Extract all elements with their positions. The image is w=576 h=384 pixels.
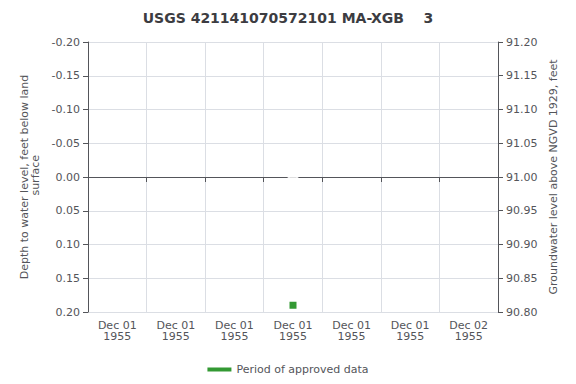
svg-text:0.00: 0.00 [56, 171, 81, 184]
svg-text:Depth to water level, feet bel: Depth to water level, feet below land [17, 74, 31, 280]
svg-text:1955: 1955 [220, 330, 248, 343]
svg-text:91.20: 91.20 [506, 36, 538, 49]
svg-text:91.15: 91.15 [506, 69, 538, 82]
svg-text:1955: 1955 [162, 330, 190, 343]
svg-text:Dec 01: Dec 01 [390, 319, 430, 332]
svg-text:1955: 1955 [455, 330, 483, 343]
svg-text:1955: 1955 [279, 330, 307, 343]
svg-text:1955: 1955 [396, 330, 424, 343]
svg-text:0.10: 0.10 [56, 238, 81, 251]
svg-text:90.95: 90.95 [506, 204, 538, 217]
svg-text:0.20: 0.20 [56, 306, 81, 319]
svg-text:Dec 01: Dec 01 [215, 319, 254, 332]
svg-text:Groundwater level above NGVD 1: Groundwater level above NGVD 1929, feet [547, 59, 560, 295]
svg-text:1955: 1955 [338, 330, 366, 343]
svg-text:Dec 01: Dec 01 [97, 319, 137, 332]
svg-text:-0.15: -0.15 [52, 69, 80, 82]
svg-text:91.10: 91.10 [506, 103, 538, 116]
svg-text:90.90: 90.90 [506, 238, 538, 251]
svg-text:0.15: 0.15 [56, 272, 81, 285]
svg-text:91.00: 91.00 [506, 171, 538, 184]
svg-text:Dec 01: Dec 01 [332, 319, 371, 332]
svg-text:-0.05: -0.05 [52, 137, 80, 150]
svg-text:USGS 421141070572101 MA-XGB: USGS 421141070572101 MA-XGB 3 [143, 10, 434, 26]
svg-text:-0.10: -0.10 [52, 103, 80, 116]
svg-text:90.80: 90.80 [506, 306, 538, 319]
svg-text:Dec 01: Dec 01 [273, 319, 313, 332]
svg-text:90.85: 90.85 [506, 272, 538, 285]
svg-text:Dec 01: Dec 01 [156, 319, 196, 332]
svg-text:Period of approved data: Period of approved data [236, 363, 368, 376]
svg-text:-0.20: -0.20 [52, 36, 80, 49]
svg-text:surface: surface [29, 155, 42, 199]
svg-text:1955: 1955 [103, 330, 131, 343]
svg-text:0.05: 0.05 [56, 204, 81, 217]
svg-text:91.05: 91.05 [506, 137, 538, 150]
svg-text:Dec 02: Dec 02 [449, 319, 489, 332]
